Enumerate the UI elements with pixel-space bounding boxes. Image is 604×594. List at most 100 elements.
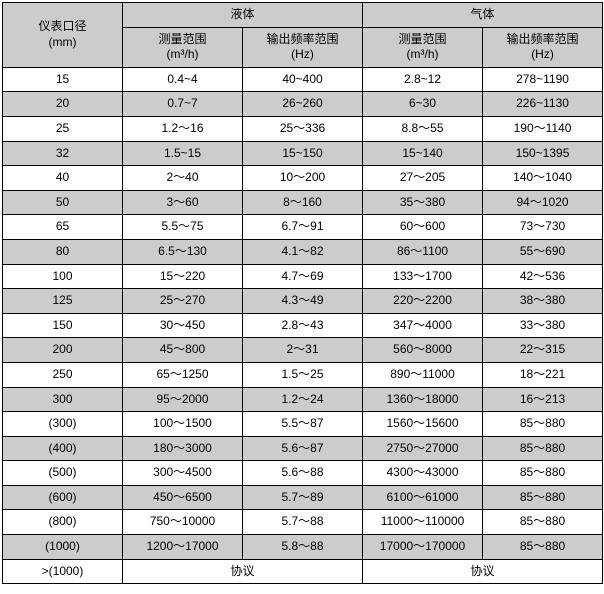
range-line1: 测量范围 [158,32,206,46]
header-liquid: 液体 [123,3,363,28]
table-row: (500)300～45005.6～884300～4300085～880 [3,461,603,486]
table-header: 仪表口径 (mm) 液体 气体 测量范围 (m³/h) 输出频率范围 (Hz) … [3,3,603,68]
cell-gas-range: 15~140 [363,141,483,166]
cell-liquid-freq: 2.8～43 [243,313,363,338]
table-row: 655.5～756.7～9160～60073～730 [3,215,603,240]
cell-diameter: 300 [3,387,123,412]
cell-gas-range: 890～11000 [363,362,483,387]
table-row: (300)100～15005.5～871560～1560085～880 [3,412,603,437]
cell-gas-freq: 85～880 [483,412,603,437]
cell-liquid-range: 65～1250 [123,362,243,387]
cell-liquid-freq: 15~150 [243,141,363,166]
table-row: 402～4010～20027～205140～1040 [3,166,603,191]
cell-diameter: (600) [3,485,123,510]
freq-line2: (Hz) [531,47,554,61]
cell-gas-freq: 94～1020 [483,190,603,215]
cell-liquid-merged: 协议 [123,559,363,584]
cell-gas-freq: 18～221 [483,362,603,387]
cell-gas-freq: 33～380 [483,313,603,338]
cell-liquid-range: 1200～17000 [123,535,243,560]
table-row: 15030～4502.8～43347～400033～380 [3,313,603,338]
cell-gas-range: 1560～15600 [363,412,483,437]
cell-liquid-freq: 5.8～88 [243,535,363,560]
cell-diameter: 20 [3,92,123,117]
cell-diameter: 80 [3,239,123,264]
cell-gas-freq: 22～315 [483,338,603,363]
cell-liquid-freq: 6.7～91 [243,215,363,240]
table-row: 503～608～16035～38094～1020 [3,190,603,215]
cell-diameter: >(1000) [3,559,123,584]
cell-liquid-freq: 40~400 [243,67,363,92]
cell-gas-range: 6~30 [363,92,483,117]
cell-gas-merged: 协议 [363,559,603,584]
cell-gas-range: 560～8000 [363,338,483,363]
cell-liquid-freq: 25～336 [243,116,363,141]
header-gas-range: 测量范围 (m³/h) [363,27,483,67]
cell-liquid-freq: 4.7～69 [243,264,363,289]
cell-liquid-freq: 1.5～25 [243,362,363,387]
cell-gas-range: 2.8~12 [363,67,483,92]
cell-diameter: (400) [3,436,123,461]
cell-gas-freq: 85～880 [483,510,603,535]
cell-diameter: 250 [3,362,123,387]
cell-gas-range: 220～2200 [363,289,483,314]
cell-liquid-freq: 10～200 [243,166,363,191]
cell-diameter: (300) [3,412,123,437]
cell-gas-freq: 73～730 [483,215,603,240]
cell-diameter: 200 [3,338,123,363]
range-line2: (m³/h) [407,47,439,61]
cell-liquid-range: 45～800 [123,338,243,363]
cell-gas-freq: 190～1140 [483,116,603,141]
cell-liquid-freq: 5.6～87 [243,436,363,461]
table-row: 251.2～1625～3368.8～55190～1140 [3,116,603,141]
cell-liquid-range: 15～220 [123,264,243,289]
table-row: (1000)1200～170005.8～8817000～17000085～880 [3,535,603,560]
range-line2: (m³/h) [167,47,199,61]
cell-gas-freq: 16～213 [483,387,603,412]
cell-liquid-range: 180～3000 [123,436,243,461]
cell-gas-freq: 85～880 [483,485,603,510]
cell-liquid-range: 3～60 [123,190,243,215]
cell-liquid-freq: 4.1～82 [243,239,363,264]
range-line1: 测量范围 [399,32,447,46]
cell-gas-freq: 85～880 [483,436,603,461]
cell-gas-range: 6100～61000 [363,485,483,510]
cell-liquid-freq: 26~260 [243,92,363,117]
table-row: (600)450～65005.7～896100～6100085～880 [3,485,603,510]
cell-gas-range: 133～1700 [363,264,483,289]
cell-gas-freq: 278~1190 [483,67,603,92]
cell-liquid-freq: 4.3～49 [243,289,363,314]
cell-diameter: 15 [3,67,123,92]
cell-diameter: 25 [3,116,123,141]
freq-line1: 输出频率范围 [267,32,339,46]
cell-gas-freq: 226~1130 [483,92,603,117]
cell-gas-range: 17000～170000 [363,535,483,560]
cell-liquid-range: 1.2～16 [123,116,243,141]
cell-gas-freq: 140～1040 [483,166,603,191]
cell-gas-range: 8.8～55 [363,116,483,141]
freq-line1: 输出频率范围 [507,32,579,46]
cell-liquid-range: 2～40 [123,166,243,191]
cell-diameter: 150 [3,313,123,338]
cell-liquid-range: 450～6500 [123,485,243,510]
cell-gas-freq: 38～380 [483,289,603,314]
table-body: 150.4~440~4002.8~12278~1190200.7~726~260… [3,67,603,583]
cell-liquid-freq: 5.6～88 [243,461,363,486]
cell-diameter: 65 [3,215,123,240]
cell-liquid-freq: 5.7～89 [243,485,363,510]
cell-gas-range: 2750～27000 [363,436,483,461]
cell-diameter: (800) [3,510,123,535]
header-liquid-range: 测量范围 (m³/h) [123,27,243,67]
cell-liquid-range: 30～450 [123,313,243,338]
header-diameter-line1: 仪表口径 [38,19,86,33]
table-row: (800)750～100005.7～8811000～11000085～880 [3,510,603,535]
spec-table: 仪表口径 (mm) 液体 气体 测量范围 (m³/h) 输出频率范围 (Hz) … [2,2,603,584]
cell-liquid-range: 300～4500 [123,461,243,486]
cell-gas-range: 347～4000 [363,313,483,338]
cell-gas-range: 60～600 [363,215,483,240]
header-diameter-line2: (mm) [49,35,77,49]
table-row: 25065～12501.5～25890～1100018～221 [3,362,603,387]
cell-diameter: 40 [3,166,123,191]
header-diameter: 仪表口径 (mm) [3,3,123,68]
table-row: (400)180～30005.6～872750～2700085～880 [3,436,603,461]
